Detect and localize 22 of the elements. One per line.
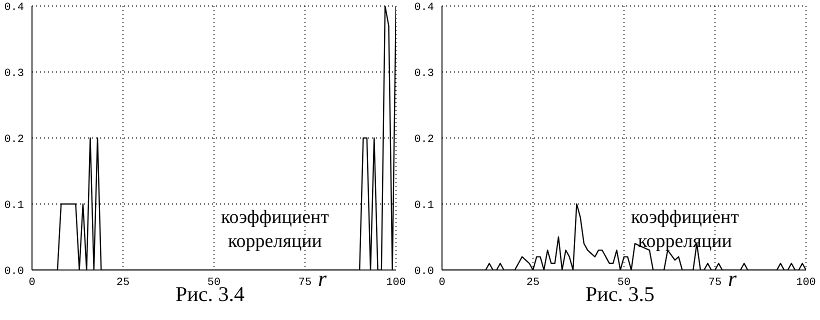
- y-tick-label: 0.3: [414, 68, 434, 80]
- y-tick-label: 0.3: [4, 68, 24, 80]
- x-tick-label: 0: [28, 276, 36, 289]
- y-tick-label: 0.1: [4, 200, 24, 212]
- y-tick-label: 0.2: [414, 134, 434, 146]
- x-tick-label: 100: [796, 276, 816, 289]
- y-tick-label: 0.4: [4, 2, 24, 14]
- x-axis-title: r: [318, 266, 327, 292]
- x-tick-label: 25: [116, 276, 130, 289]
- y-tick-label: 0.4: [414, 2, 434, 14]
- x-tick-label: 0: [438, 276, 446, 289]
- x-tick-label: 100: [386, 276, 406, 289]
- annotation: коэффициент корреляции: [630, 206, 740, 254]
- x-axis-title: r: [728, 266, 737, 292]
- x-tick-label: 75: [708, 276, 722, 289]
- x-tick-label: 75: [298, 276, 312, 289]
- x-tick-label: 25: [526, 276, 540, 289]
- annotation: коэффициент корреляции: [220, 206, 330, 254]
- y-tick-label: 0.1: [414, 200, 434, 212]
- y-tick-label: 0.2: [4, 134, 24, 146]
- y-tick-label: 0.0: [4, 266, 24, 278]
- y-tick-label: 0.0: [414, 266, 434, 278]
